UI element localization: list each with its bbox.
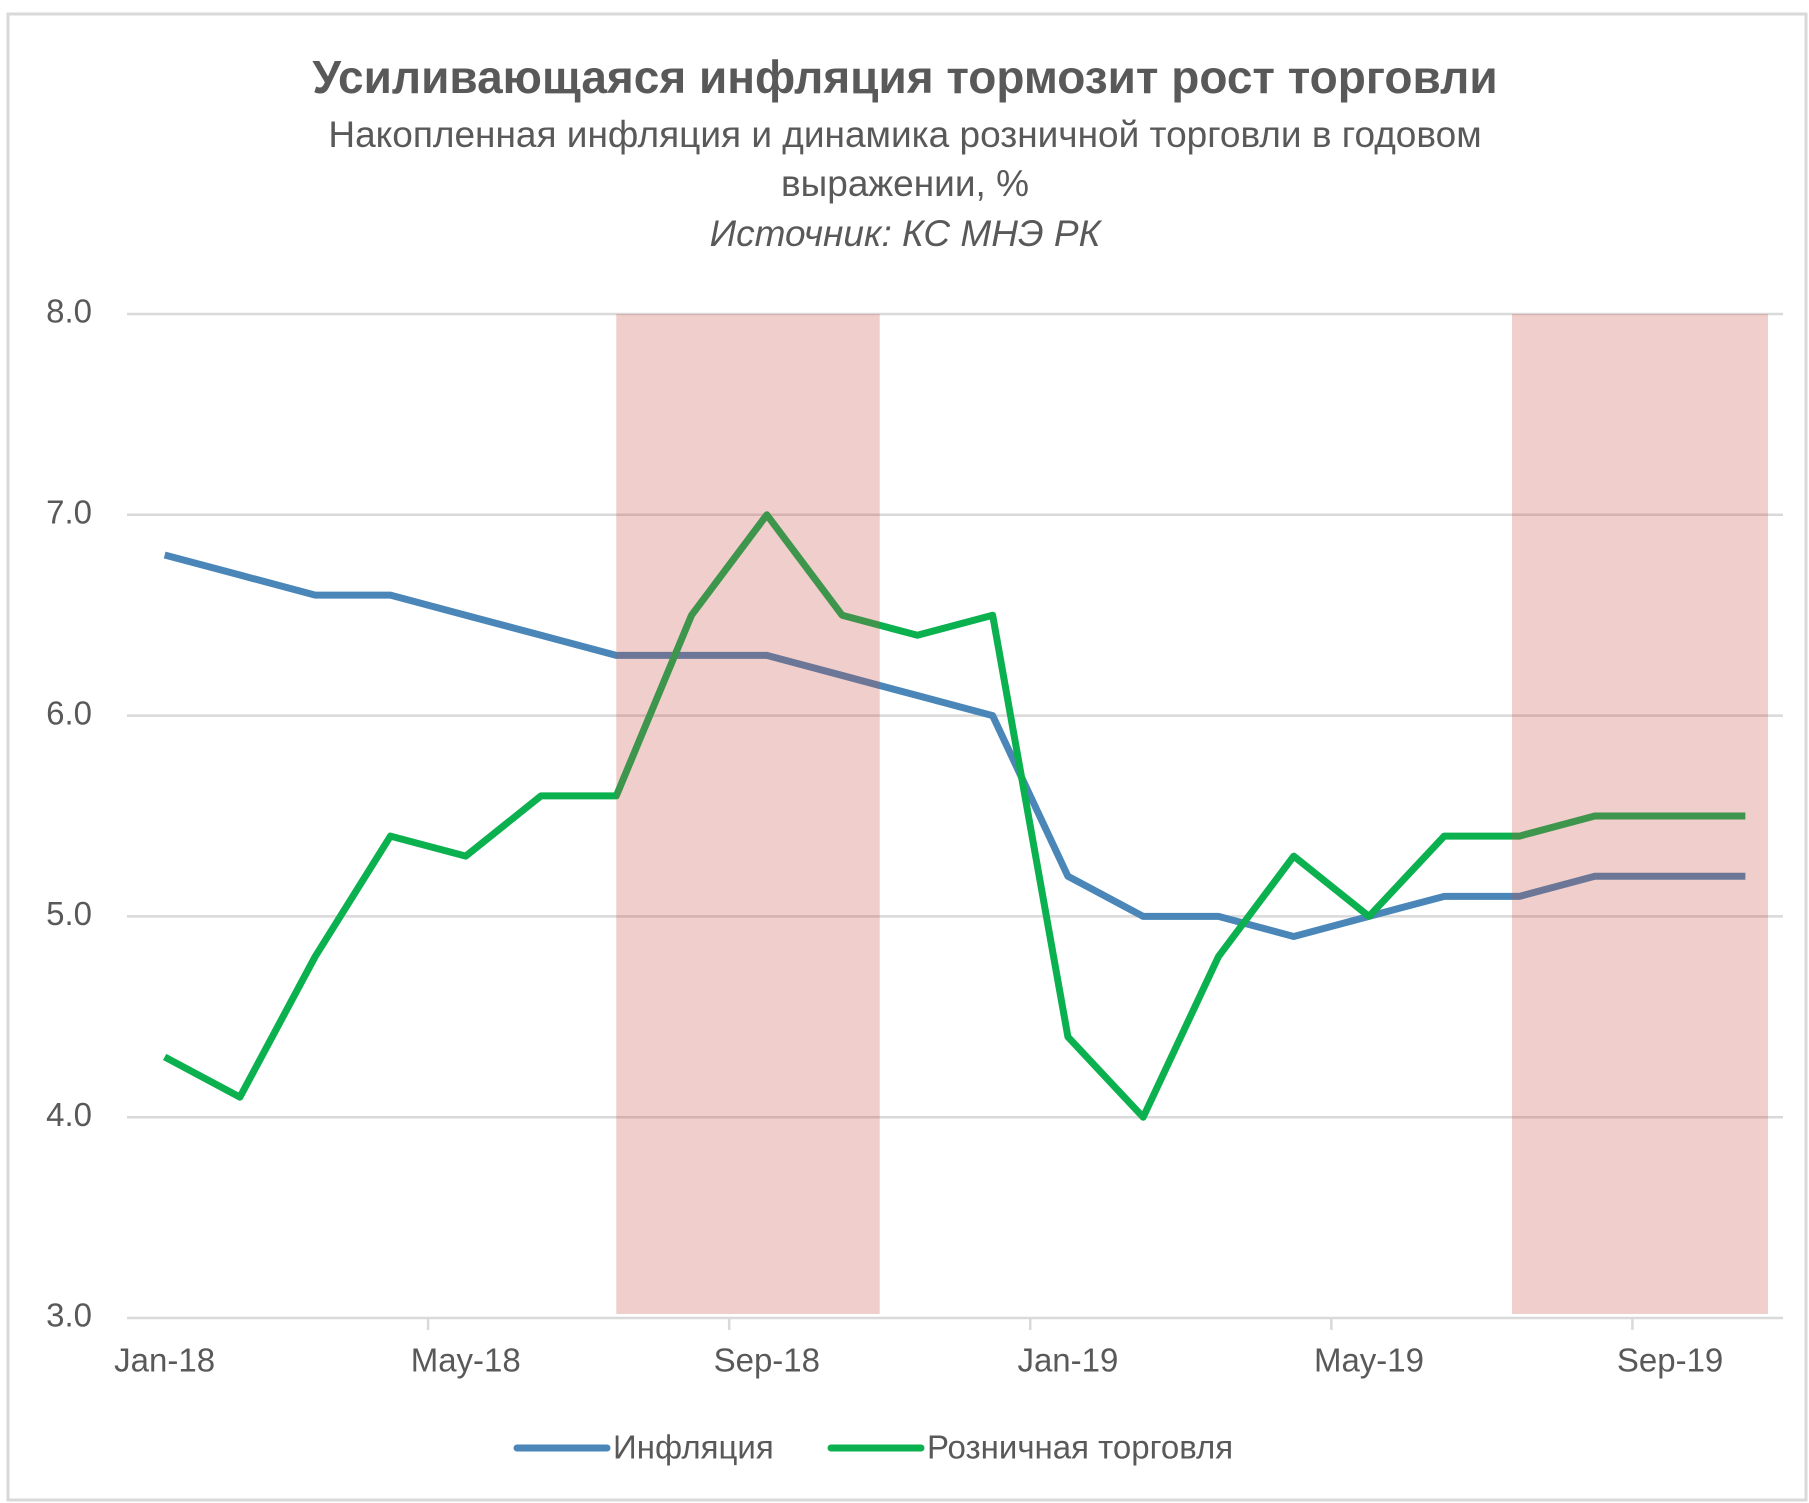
x-tick-label: Sep-19 — [1617, 1342, 1723, 1379]
y-tick-label: 3.0 — [46, 1297, 92, 1334]
chart-title: Усиливающаяся инфляция тормозит рост тор… — [312, 51, 1497, 103]
shaded-period — [1512, 314, 1768, 1314]
legend-label: Инфляция — [613, 1429, 774, 1466]
y-tick-label: 8.0 — [46, 293, 92, 330]
x-tick-label: Jan-18 — [114, 1342, 215, 1379]
x-tick-label: May-18 — [411, 1342, 521, 1379]
y-tick-label: 5.0 — [46, 895, 92, 932]
x-tick-label: Jan-19 — [1017, 1342, 1118, 1379]
chart-subtitle: Накопленная инфляция и динамика рознично… — [328, 114, 1481, 155]
x-tick-label: Sep-18 — [714, 1342, 820, 1379]
x-tick-label: May-19 — [1314, 1342, 1424, 1379]
y-tick-label: 6.0 — [46, 694, 92, 731]
y-tick-label: 7.0 — [46, 494, 92, 531]
series-line — [162, 511, 1746, 1121]
chart-subtitle: выражении, % — [781, 163, 1029, 204]
legend-label: Розничная торговля — [927, 1429, 1233, 1466]
chart-source: Источник: КС МНЭ РК — [710, 213, 1103, 254]
frame — [6, 12, 1808, 1502]
shaded-period — [616, 314, 880, 1314]
series-line — [163, 551, 1746, 940]
y-tick-label: 4.0 — [46, 1096, 92, 1133]
